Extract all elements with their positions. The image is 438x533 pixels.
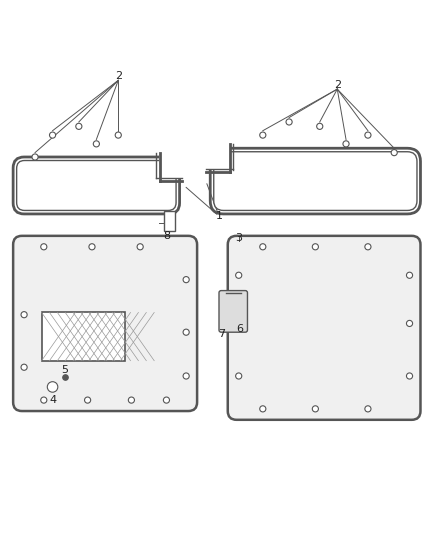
Circle shape (365, 406, 371, 412)
Circle shape (365, 132, 371, 138)
Circle shape (41, 397, 47, 403)
Circle shape (137, 244, 143, 250)
Circle shape (406, 373, 413, 379)
Bar (159, 152, 183, 179)
Circle shape (260, 132, 266, 138)
Circle shape (343, 141, 349, 147)
Circle shape (365, 244, 371, 250)
Circle shape (41, 244, 47, 250)
Circle shape (406, 272, 413, 278)
Text: 6: 6 (237, 324, 244, 334)
FancyBboxPatch shape (17, 160, 176, 211)
Circle shape (49, 132, 56, 138)
Text: 2: 2 (334, 80, 341, 90)
FancyBboxPatch shape (210, 148, 420, 214)
Circle shape (317, 123, 323, 130)
Circle shape (260, 244, 266, 250)
Text: 2: 2 (115, 71, 122, 81)
Circle shape (128, 397, 134, 403)
FancyBboxPatch shape (13, 157, 180, 214)
Circle shape (260, 406, 266, 412)
FancyBboxPatch shape (214, 152, 417, 211)
Circle shape (21, 312, 27, 318)
Circle shape (89, 244, 95, 250)
Text: 4: 4 (49, 394, 56, 405)
Circle shape (391, 150, 397, 156)
Bar (164, 211, 175, 231)
Bar (42, 312, 125, 361)
Circle shape (47, 382, 58, 392)
Circle shape (76, 123, 82, 130)
Circle shape (85, 397, 91, 403)
Text: 8: 8 (163, 231, 170, 241)
Circle shape (163, 397, 170, 403)
Text: 3: 3 (235, 233, 242, 243)
FancyBboxPatch shape (13, 236, 197, 411)
Circle shape (236, 272, 242, 278)
Circle shape (21, 364, 27, 370)
Circle shape (236, 373, 242, 379)
Circle shape (312, 406, 318, 412)
Text: 5: 5 (61, 365, 68, 375)
Circle shape (406, 320, 413, 327)
Bar (42, 312, 125, 361)
Circle shape (183, 373, 189, 379)
Circle shape (183, 329, 189, 335)
Text: 1: 1 (215, 211, 223, 221)
Circle shape (312, 244, 318, 250)
Text: 7: 7 (218, 329, 225, 340)
Circle shape (115, 132, 121, 138)
Circle shape (183, 277, 189, 282)
Bar (208, 144, 230, 170)
Circle shape (93, 141, 99, 147)
FancyBboxPatch shape (228, 236, 420, 420)
FancyBboxPatch shape (219, 290, 247, 332)
Circle shape (32, 154, 38, 160)
Circle shape (236, 320, 242, 327)
Circle shape (286, 119, 292, 125)
